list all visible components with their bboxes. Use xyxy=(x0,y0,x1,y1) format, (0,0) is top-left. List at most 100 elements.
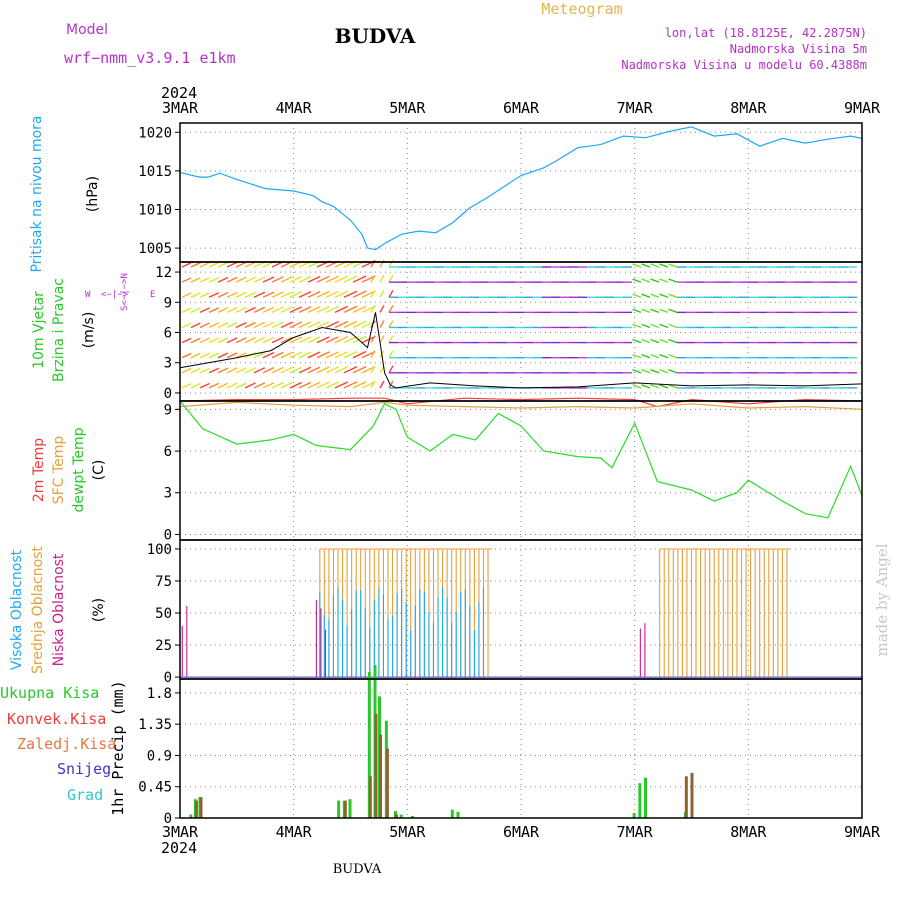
wind-arrow xyxy=(199,261,210,268)
wind-arrow xyxy=(668,263,678,268)
wind-arrow xyxy=(244,291,256,298)
wind-arrow xyxy=(199,277,210,283)
precip-bar xyxy=(194,800,198,818)
wind-arrow xyxy=(298,291,312,298)
wind-arrow xyxy=(289,381,302,389)
wind-arrow xyxy=(199,337,210,344)
wind-arrow xyxy=(181,337,192,344)
wind-arrow xyxy=(217,322,229,329)
x-tick-label: 3MAR xyxy=(162,99,199,117)
wind-arrow xyxy=(262,351,275,359)
wind-arrow xyxy=(181,383,192,389)
cloud-unit: (%) xyxy=(91,598,107,622)
wind-arrow xyxy=(289,276,302,283)
wind-arrow xyxy=(388,365,394,374)
model-elevation-label: Nadmorska Visina u modelu 60.4388m xyxy=(621,58,867,72)
precip-bar xyxy=(189,814,193,818)
wind-arrow xyxy=(181,322,192,329)
x-tick-label: 6MAR xyxy=(503,99,540,117)
wind-arrow xyxy=(361,305,376,313)
precip-bar xyxy=(368,776,372,818)
year-top: 2024 xyxy=(161,84,197,102)
wind-arrow xyxy=(370,380,376,389)
wind-arrow xyxy=(199,322,210,329)
temp-label-sfc: SFC Temp xyxy=(51,436,67,505)
precip-bar xyxy=(374,713,378,818)
wind-arrow xyxy=(334,305,349,313)
wind-arrow xyxy=(659,308,669,314)
wind-arrow xyxy=(181,367,192,374)
wind-arrow xyxy=(361,381,376,389)
wind-arrow xyxy=(668,338,678,344)
precip-bar xyxy=(367,672,371,818)
wind-arrow xyxy=(190,382,201,389)
wind-arrow xyxy=(388,259,394,268)
cloud-y-ticks: 0 25 50 75 100 xyxy=(147,542,180,686)
wind-arrow xyxy=(199,352,210,359)
precip-bar xyxy=(411,815,415,818)
x-tick-label: 8MAR xyxy=(730,823,767,841)
wind-arrow xyxy=(280,336,293,344)
wind-arrow xyxy=(199,382,210,389)
wind-arrow xyxy=(668,308,678,314)
wind-arrow xyxy=(632,263,642,268)
y-tick-label: 0.45 xyxy=(138,780,172,796)
wind-arrow xyxy=(334,335,349,344)
wind-arrow xyxy=(244,261,256,268)
cloud-bars xyxy=(180,548,862,678)
wind-arrow xyxy=(208,337,220,344)
wind-arrow xyxy=(262,382,275,389)
wind-arrow xyxy=(226,352,238,359)
wind-arrow xyxy=(316,336,330,344)
wind-arrow xyxy=(235,261,247,268)
y-tick-label: 1.35 xyxy=(138,717,172,733)
precip-bar xyxy=(385,748,389,818)
wind-arrow xyxy=(343,290,358,298)
precip-bar xyxy=(638,783,642,818)
wind-arrow xyxy=(379,305,385,313)
wind-arrow xyxy=(659,323,669,329)
wind-arrow xyxy=(659,353,669,359)
cloud-panel: 0 25 50 75 100 Visoka Oblacnost Srednja Obla… xyxy=(9,540,862,686)
temp-line-2 xyxy=(179,400,863,519)
wind-arrow xyxy=(650,384,660,389)
wind-arrow xyxy=(271,306,284,313)
wind-arrow xyxy=(226,306,238,313)
wind-arrow xyxy=(316,290,330,298)
wind-arrow xyxy=(379,259,385,268)
wind-arrow xyxy=(190,352,201,359)
precip-bar xyxy=(199,797,203,818)
wind-arrow xyxy=(253,382,266,389)
model-name: wrf−nmm_v3.9.1 e1km xyxy=(64,49,236,67)
wind-arrow xyxy=(668,369,678,374)
wind-arrow xyxy=(641,369,651,374)
wind-arrow xyxy=(226,322,238,329)
x-tick-label: 6MAR xyxy=(503,823,540,841)
wind-arrow xyxy=(388,380,394,389)
wind-arrow xyxy=(262,367,275,374)
wind-arrow xyxy=(244,306,256,313)
wind-arrow xyxy=(226,337,238,344)
wind-arrow xyxy=(217,382,229,389)
wind-arrow xyxy=(352,275,367,283)
wind-arrow xyxy=(235,367,247,374)
wind-arrow xyxy=(262,276,275,283)
wind-arrow xyxy=(235,382,247,389)
wind-arrow xyxy=(650,369,660,374)
wind-arrow xyxy=(334,290,349,298)
wind-arrow xyxy=(289,351,302,359)
wind-arrow xyxy=(271,321,284,329)
lonlat-label: lon,lat (18.8125E, 42.2875N) xyxy=(665,26,867,40)
wind-arrow xyxy=(361,290,376,298)
wind-arrow xyxy=(181,277,192,283)
wind-arrow xyxy=(650,353,660,359)
y-tick-label: 0 xyxy=(164,527,172,543)
wind-arrow xyxy=(641,323,651,329)
wind-arrow xyxy=(307,290,321,298)
wind-arrow xyxy=(253,306,266,313)
wind-arrow xyxy=(298,275,312,283)
wind-arrow xyxy=(271,366,284,374)
wind-arrow xyxy=(244,367,256,374)
model-label: Model xyxy=(66,22,108,38)
year-bottom: 2024 xyxy=(161,839,197,857)
